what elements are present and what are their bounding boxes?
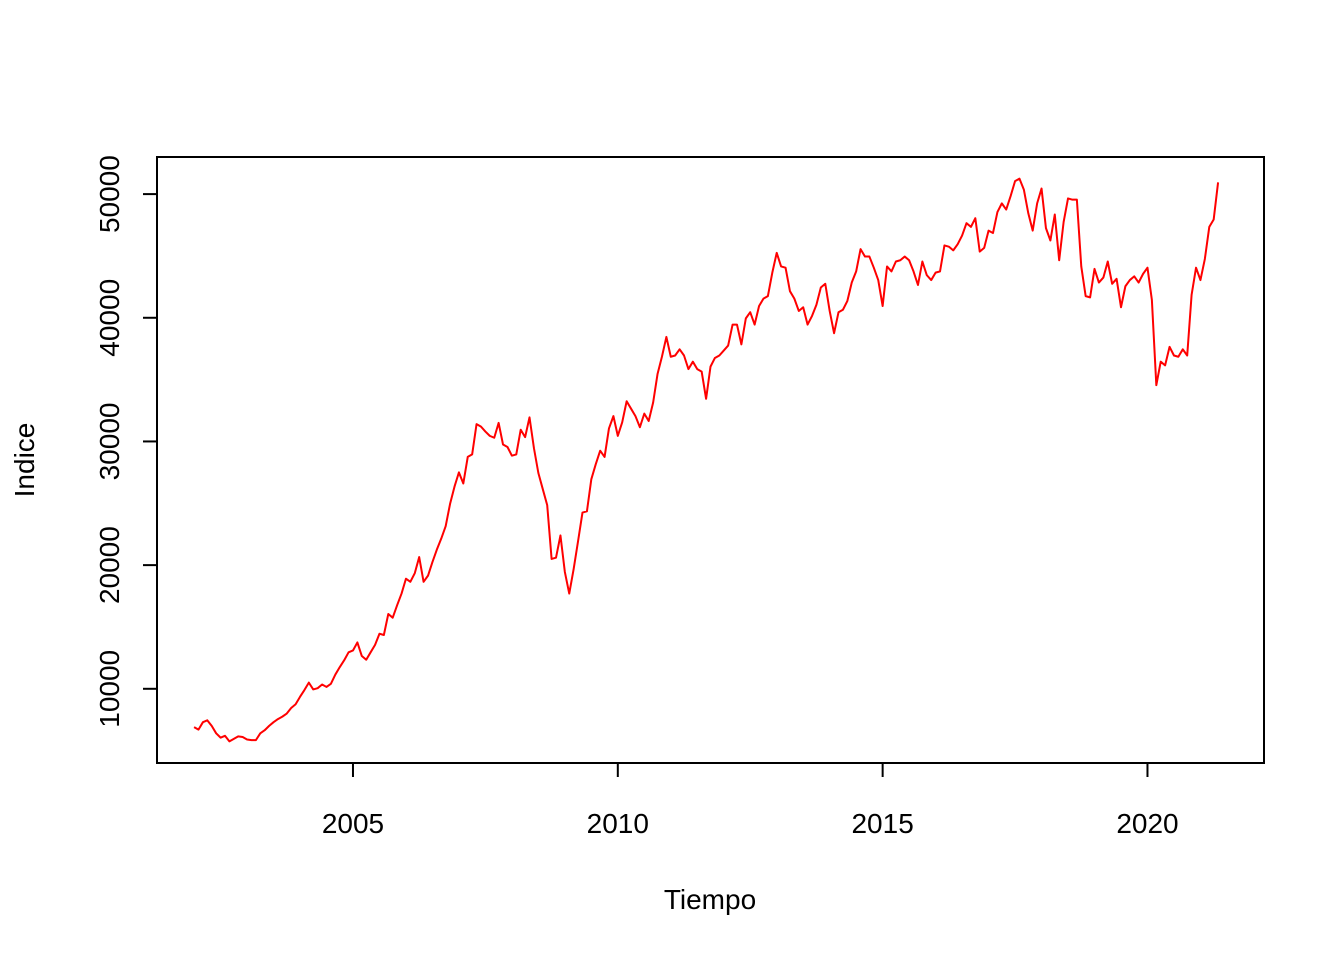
y-tick-label: 40000 (94, 279, 125, 357)
x-tick-label: 2005 (322, 808, 384, 839)
plot-frame (156, 156, 1265, 764)
series-line (193, 177, 1220, 743)
x-tick-label: 2015 (851, 808, 913, 839)
x-tick-label: 2020 (1116, 808, 1178, 839)
y-tick-label: 30000 (94, 403, 125, 481)
y-tick-label: 10000 (94, 650, 125, 728)
y-tick-label: 50000 (94, 155, 125, 233)
y-axis-title: Indice (9, 423, 40, 498)
y-axis: 10000 20000 30000 40000 50000 (94, 155, 158, 728)
x-tick-label: 2010 (587, 808, 649, 839)
x-axis-title: Tiempo (664, 884, 756, 915)
x-axis: 2005 2010 2015 2020 (322, 762, 1179, 839)
y-tick-label: 20000 (94, 526, 125, 604)
